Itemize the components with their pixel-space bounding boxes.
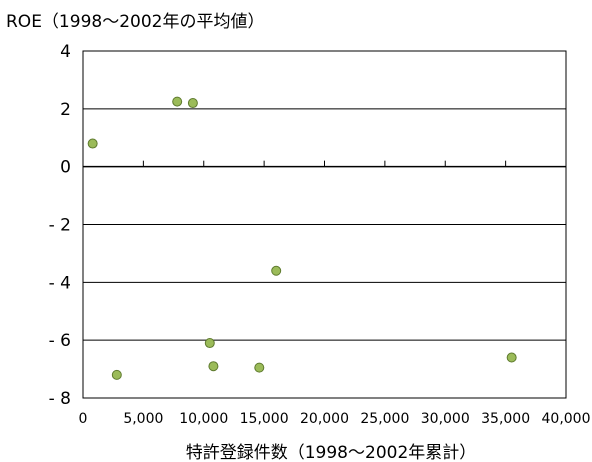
x-tick-label: 20,000 [300,411,349,427]
plot-border [82,50,567,399]
y-tick-label: - 4 [49,273,71,293]
x-axis-label: 特許登録件数（1998～2002年累計） [186,443,477,462]
y-tick-label: - 6 [49,331,71,351]
y-tick-label: 4 [60,42,71,62]
data-point [204,338,215,349]
axes [82,50,567,399]
x-tick-label: 25,000 [360,411,409,427]
data-point [506,352,517,363]
y-tick-label: - 8 [49,389,71,409]
data-point [208,361,219,372]
x-tick-label: 30,000 [421,411,470,427]
data-point [271,265,282,276]
data-point [254,362,265,373]
x-tick-label: 5,000 [123,411,163,427]
data-point [111,369,122,380]
data-point [87,138,98,149]
x-ticks: 0 5,000 10,000 15,000 20,000 25,000 30,000 35,0… [79,411,591,427]
y-tick-label: 2 [60,100,71,120]
grid [83,50,566,399]
y-tick-label: - 2 [49,216,71,236]
x-tick-label: 40,000 [542,411,591,427]
data-points [87,96,517,380]
x-tick-label: 0 [79,411,88,427]
x-tick-label: 15,000 [240,411,289,427]
data-point [187,98,198,109]
x-tick-label: 10,000 [179,411,228,427]
y-axis-label: ROE（1998～2002年の平均値） [6,12,264,32]
x-tick-label: 35,000 [481,411,530,427]
y-tick-label: 0 [60,158,71,178]
data-point [172,96,183,107]
y-ticks: 4 2 0 - 2 - 4 - 6 - 8 [49,42,71,409]
